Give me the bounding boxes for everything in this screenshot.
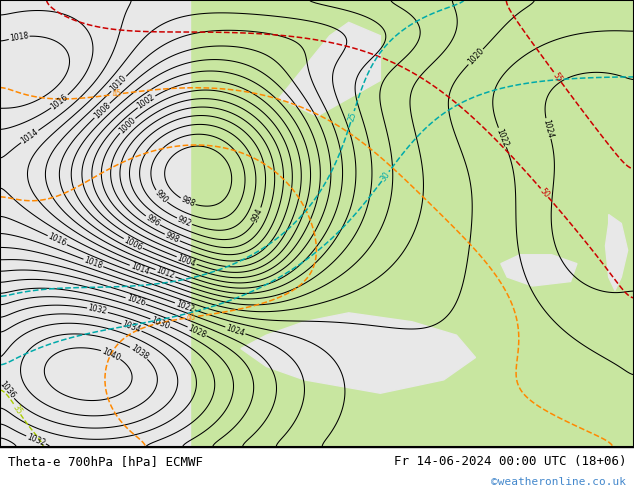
Text: 1032: 1032 — [25, 432, 47, 448]
Text: 1014: 1014 — [129, 262, 150, 277]
Text: 1024: 1024 — [225, 323, 246, 338]
Text: 40: 40 — [185, 312, 197, 322]
Text: 1030: 1030 — [150, 315, 171, 331]
Text: 990: 990 — [153, 188, 169, 205]
Text: 1016: 1016 — [49, 92, 70, 111]
Text: 1016: 1016 — [47, 232, 68, 248]
Text: 988: 988 — [179, 195, 197, 209]
Bar — [0, 0, 190, 447]
Text: 50: 50 — [538, 186, 551, 199]
Text: 1004: 1004 — [176, 253, 197, 268]
Text: 1010: 1010 — [109, 74, 129, 94]
Text: 1000: 1000 — [117, 116, 138, 135]
Text: 992: 992 — [176, 215, 193, 228]
Text: ©weatheronline.co.uk: ©weatheronline.co.uk — [491, 477, 626, 487]
Text: 1020: 1020 — [466, 47, 486, 67]
Text: Theta-e 700hPa [hPa] ECMWF: Theta-e 700hPa [hPa] ECMWF — [8, 456, 203, 468]
Text: 1018: 1018 — [9, 31, 29, 43]
Text: 1006: 1006 — [122, 235, 144, 252]
Text: 994: 994 — [250, 207, 265, 224]
Text: 1024: 1024 — [541, 118, 555, 139]
Text: 1018: 1018 — [83, 255, 104, 270]
Text: 30: 30 — [379, 170, 392, 183]
Text: 1026: 1026 — [125, 294, 146, 308]
Text: 55: 55 — [551, 71, 564, 84]
Text: 1040: 1040 — [100, 346, 122, 362]
Text: 1022: 1022 — [495, 127, 510, 148]
Text: 1038: 1038 — [129, 343, 150, 362]
Text: 1022: 1022 — [174, 299, 195, 314]
Text: 1002: 1002 — [136, 93, 157, 111]
Text: 1012: 1012 — [155, 266, 176, 281]
Text: 45: 45 — [112, 89, 122, 99]
Text: 1036: 1036 — [0, 380, 17, 400]
Text: 998: 998 — [164, 231, 181, 245]
Text: Fr 14-06-2024 00:00 UTC (18+06): Fr 14-06-2024 00:00 UTC (18+06) — [394, 456, 626, 468]
Text: 1032: 1032 — [87, 304, 108, 317]
Text: 1008: 1008 — [92, 101, 112, 121]
Text: 1028: 1028 — [186, 323, 208, 340]
Text: 1014: 1014 — [19, 127, 40, 146]
Polygon shape — [241, 313, 476, 393]
Polygon shape — [279, 23, 380, 116]
Polygon shape — [501, 255, 577, 286]
Text: 996: 996 — [144, 213, 161, 228]
Text: 1034: 1034 — [121, 320, 142, 335]
Text: 35: 35 — [11, 403, 23, 416]
Text: 25: 25 — [347, 111, 358, 122]
Polygon shape — [605, 215, 628, 291]
